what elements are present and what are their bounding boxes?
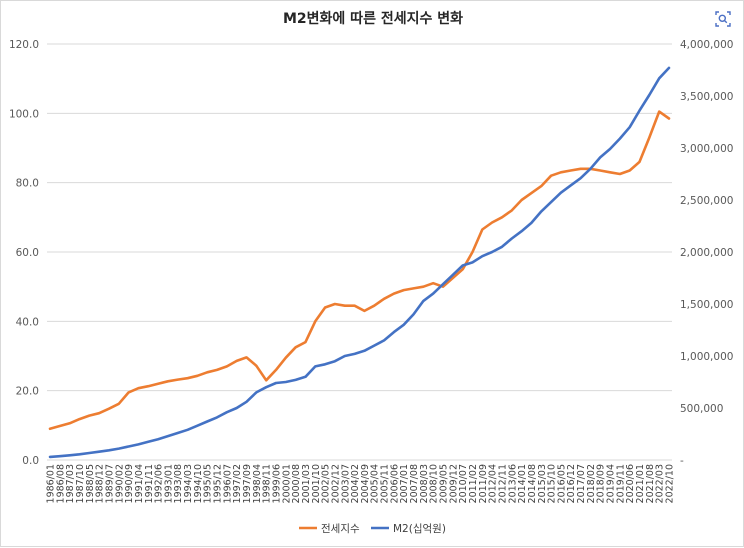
x-tick-label: 1996/07 xyxy=(222,464,233,503)
y-left-tick-label: 0.0 xyxy=(22,455,39,467)
x-tick-label: 2009/12 xyxy=(448,464,459,503)
x-tick-label: 2012/04 xyxy=(488,464,499,503)
x-tick-label: 2001/03 xyxy=(301,464,312,503)
series-layer xyxy=(48,66,671,459)
x-tick-label: 2001/10 xyxy=(311,464,322,503)
series-line-2 xyxy=(48,66,671,459)
x-tick-label: 1999/06 xyxy=(271,464,282,503)
y-left-tick-label: 40.0 xyxy=(16,316,39,328)
y-left-tick-label: 20.0 xyxy=(16,386,39,398)
x-tick-label: 1997/09 xyxy=(242,464,253,503)
x-tick-label: 1989/07 xyxy=(104,464,115,503)
x-tick-label: 1998/11 xyxy=(262,464,273,503)
x-tick-label: 1990/09 xyxy=(124,464,135,503)
legend-entry: 전세지수 xyxy=(299,523,360,535)
x-tick-label: 2022/10 xyxy=(665,464,676,503)
x-tick-label: 1994/10 xyxy=(193,464,204,503)
x-tick-label: 1988/12 xyxy=(95,464,106,503)
x-tick-label: 2007/08 xyxy=(409,464,420,503)
x-tick-label: 1991/04 xyxy=(134,464,145,503)
x-tick-label: 1986/08 xyxy=(55,464,66,503)
x-tick-label: 2015/03 xyxy=(537,464,548,503)
x-tick-label: 2014/01 xyxy=(517,464,528,503)
y-right-tick-label: 1,000,000 xyxy=(680,351,733,363)
y-right-tick-label: 3,500,000 xyxy=(680,91,733,103)
x-tick-label: 2021/01 xyxy=(635,464,646,503)
x-tick-label: 2004/02 xyxy=(350,464,361,503)
x-tick-label: 1990/02 xyxy=(114,464,125,503)
y-axis-right: - 500,000 1,000,000 1,500,000 2,000,000 2,500… xyxy=(680,39,733,467)
x-tick-label: 2019/11 xyxy=(615,464,626,503)
x-tick-label: 2010/07 xyxy=(458,464,469,503)
x-tick-label: 2008/10 xyxy=(429,464,440,503)
x-tick-label: 2017/07 xyxy=(576,464,587,503)
legend-label: 전세지수 xyxy=(321,523,360,535)
x-tick-label: 2000/01 xyxy=(281,464,292,503)
x-tick-label: 2020/06 xyxy=(625,464,636,503)
x-tick-label: 1997/02 xyxy=(232,464,243,503)
x-tick-label: 2006/06 xyxy=(389,464,400,503)
x-tick-label: 1987/10 xyxy=(75,464,86,503)
x-tick-label: 1994/03 xyxy=(183,464,194,503)
x-tick-label: 1988/05 xyxy=(85,464,96,503)
x-tick-label: 2005/04 xyxy=(370,464,381,503)
x-tick-label: 1993/08 xyxy=(173,464,184,503)
legend-label: M2(십억원) xyxy=(393,523,446,535)
x-tick-label: 2002/12 xyxy=(330,464,341,503)
image-search-icon[interactable] xyxy=(713,9,733,29)
y-left-tick-label: 100.0 xyxy=(9,108,39,120)
legend: 전세지수 M2(십억원) xyxy=(299,523,446,535)
y-right-tick-label: - xyxy=(680,455,684,467)
x-tick-label: 2004/09 xyxy=(360,464,371,503)
y-right-tick-label: 4,000,000 xyxy=(680,39,733,51)
x-tick-label: 2000/08 xyxy=(291,464,302,503)
x-tick-label: 1991/11 xyxy=(144,464,155,503)
x-tick-label: 1998/04 xyxy=(252,464,263,503)
chart-title: M2변화에 따른 전세지수 변화 xyxy=(283,10,463,27)
x-tick-label: 2015/10 xyxy=(547,464,558,503)
x-tick-label: 1992/06 xyxy=(154,464,165,503)
x-tick-label: 2016/12 xyxy=(566,464,577,503)
x-tick-label: 2002/05 xyxy=(321,464,332,503)
y-left-tick-label: 60.0 xyxy=(16,247,39,259)
y-right-tick-label: 2,500,000 xyxy=(680,195,733,207)
legend-entry: M2(십억원) xyxy=(371,523,446,535)
x-tick-label: 2009/05 xyxy=(439,464,450,503)
y-right-tick-label: 3,000,000 xyxy=(680,143,733,155)
x-tick-label: 1995/05 xyxy=(203,464,214,503)
x-tick-label: 2003/07 xyxy=(340,464,351,503)
y-left-tick-label: 120.0 xyxy=(9,39,39,51)
y-axis-left: 0.0 20.0 40.0 60.0 80.0 100.0 120.0 xyxy=(9,39,39,467)
x-tick-label: 2018/02 xyxy=(586,464,597,503)
x-axis: 1986/011986/081987/031987/101988/051988/… xyxy=(46,464,676,503)
x-tick-label: 1995/12 xyxy=(213,464,224,503)
x-tick-label: 2021/08 xyxy=(645,464,656,503)
x-tick-label: 2013/06 xyxy=(507,464,518,503)
x-tick-label: 2011/09 xyxy=(478,464,489,503)
x-tick-label: 1993/01 xyxy=(163,464,174,503)
x-tick-label: 1987/03 xyxy=(65,464,76,503)
x-tick-label: 2018/09 xyxy=(596,464,607,503)
x-tick-label: 1986/01 xyxy=(46,464,57,503)
x-tick-label: 2011/02 xyxy=(468,464,479,503)
y-right-tick-label: 2,000,000 xyxy=(680,247,733,259)
gridlines xyxy=(47,43,672,461)
y-right-tick-label: 1,500,000 xyxy=(680,299,733,311)
x-tick-label: 2008/03 xyxy=(419,464,430,503)
x-tick-label: 2014/08 xyxy=(527,464,538,503)
series-line-1 xyxy=(48,110,671,431)
x-tick-label: 2019/04 xyxy=(606,464,617,503)
x-tick-label: 2012/11 xyxy=(497,464,508,503)
y-left-tick-label: 80.0 xyxy=(16,178,39,190)
x-tick-label: 2022/03 xyxy=(655,464,666,503)
x-tick-label: 2007/01 xyxy=(399,464,410,503)
x-tick-label: 2016/05 xyxy=(556,464,567,503)
y-right-tick-label: 500,000 xyxy=(680,403,723,415)
x-tick-label: 2005/11 xyxy=(380,464,391,503)
